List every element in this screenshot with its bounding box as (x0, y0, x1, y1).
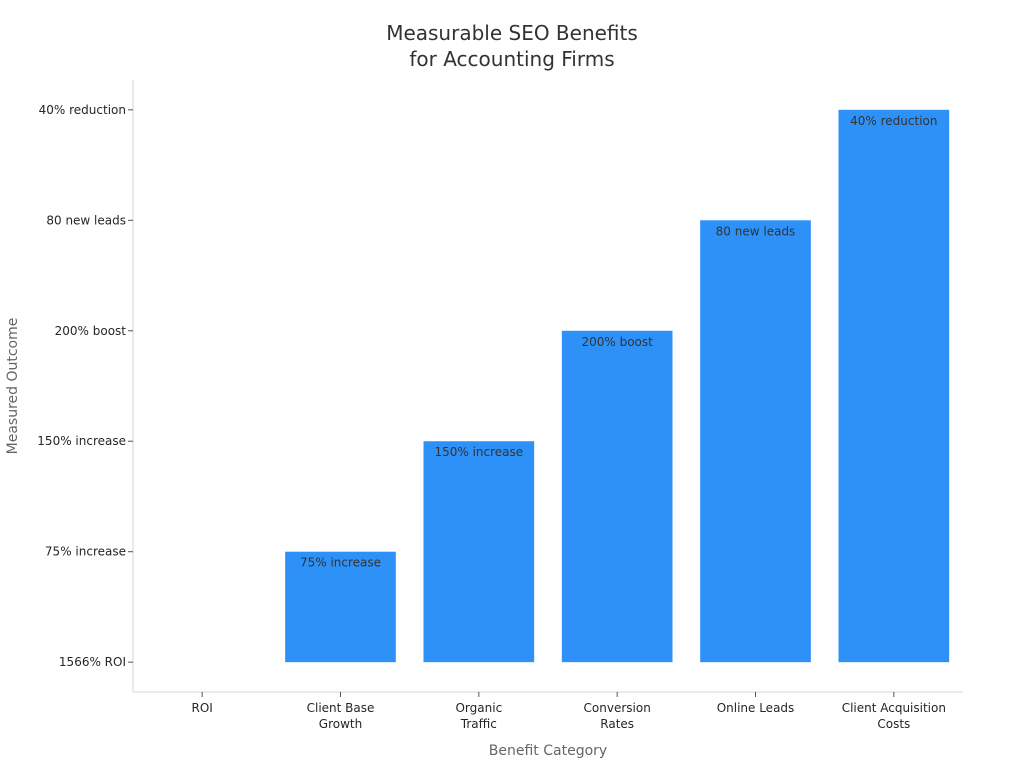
data-label: 150% increase (434, 445, 523, 459)
y-tick-label: 40% reduction (39, 103, 126, 117)
data-label: 200% boost (581, 335, 653, 349)
y-tick-label: 200% boost (55, 324, 127, 338)
chart-title-line-2: for Accounting Firms (409, 47, 614, 71)
y-tick-label: 150% increase (37, 434, 126, 448)
bar (423, 441, 535, 663)
bars-layer (285, 109, 950, 663)
x-tick-label: Online Leads (717, 701, 795, 715)
y-axis-title: Measured Outcome (5, 318, 21, 455)
x-tick-label: Conversion Rates (584, 701, 651, 731)
y-tick-label: 80 new leads (46, 213, 126, 227)
chart-title-line-1: Measurable SEO Benefits (386, 21, 638, 45)
data-label: 40% reduction (850, 114, 937, 128)
axes-layer (128, 80, 963, 697)
x-axis-title: Benefit Category (489, 743, 607, 759)
y-tick-label: 75% increase (45, 545, 126, 559)
bar (561, 330, 673, 663)
x-tick-label: Organic Traffic (455, 701, 502, 731)
bar (700, 220, 811, 663)
data-label: 80 new leads (716, 224, 796, 238)
y-tick-label: 1566% ROI (59, 655, 126, 669)
bar (285, 551, 396, 663)
x-tick-label: Client Base Growth (307, 701, 375, 731)
x-tick-label: ROI (192, 701, 213, 715)
data-label: 75% increase (300, 556, 381, 570)
bar (838, 109, 950, 663)
x-tick-label: Client Acquisition Costs (842, 701, 946, 731)
labels-layer: 1566% ROI 75% increase 150% increase 200% b… (37, 103, 946, 731)
